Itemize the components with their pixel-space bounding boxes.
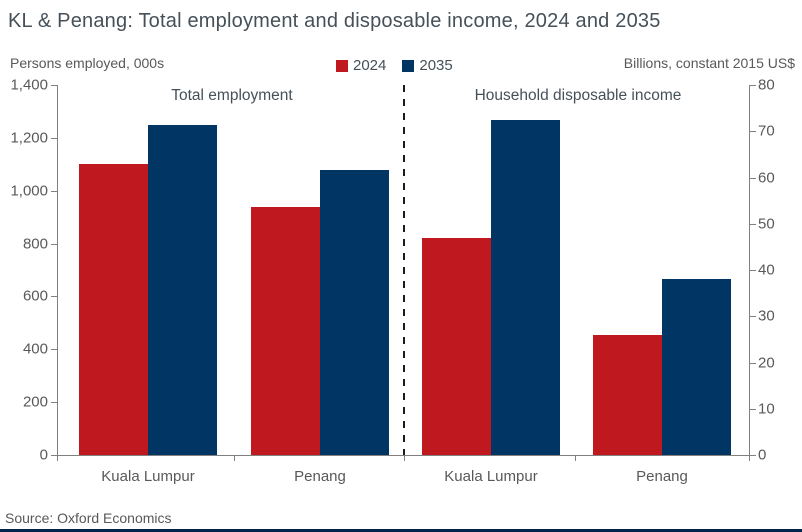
y-tick-left (51, 296, 57, 297)
source-note: Source: Oxford Economics (5, 510, 172, 526)
y-tick-right (750, 85, 756, 86)
y-tick-left (51, 455, 57, 456)
y-tick-label-right: 0 (758, 446, 767, 464)
y-tick-right (750, 131, 756, 132)
chart-title: KL & Penang: Total employment and dispos… (8, 10, 661, 32)
y-tick-label-right: 10 (758, 400, 775, 418)
legend-swatch-2024 (336, 59, 348, 72)
y-tick-left (51, 138, 57, 139)
bar-2024-kuala-lumpur-household-disposable-income (422, 238, 491, 455)
bottom-rule (0, 529, 802, 532)
right-axis-title: Billions, constant 2015 US$ (623, 55, 795, 71)
y-tick-right (750, 224, 756, 225)
y-tick-label-left: 1,200 (10, 129, 48, 147)
y-tick-left (51, 244, 57, 245)
bar-2035-penang-total-employment (320, 170, 389, 455)
x-axis-tick (234, 455, 235, 461)
category-label-kuala-lumpur: Kuala Lumpur (444, 468, 538, 485)
x-axis-tick (57, 455, 58, 461)
y-tick-right (750, 270, 756, 271)
y-tick-right (750, 178, 756, 179)
y-tick-label-left: 800 (22, 235, 48, 253)
y-tick-label-right: 20 (758, 354, 775, 372)
bar-2035-penang-household-disposable-income (662, 279, 731, 455)
bar-2035-kuala-lumpur-household-disposable-income (491, 120, 560, 455)
x-axis-tick (749, 455, 750, 461)
bar-2024-kuala-lumpur-total-employment (79, 164, 148, 455)
bar-2024-penang-household-disposable-income (593, 335, 662, 455)
y-tick-left (51, 191, 57, 192)
legend-label: 2035 (419, 57, 453, 74)
y-tick-label-right: 80 (758, 76, 775, 94)
y-tick-right (750, 316, 756, 317)
category-label-penang: Penang (294, 468, 346, 485)
y-tick-label-left: 0 (39, 446, 48, 464)
legend-item-2035: 2035 (402, 57, 453, 74)
y-tick-right (750, 455, 756, 456)
y-axis-left-line (57, 85, 58, 456)
y-tick-left (51, 349, 57, 350)
left-axis-title: Persons employed, 000s (10, 55, 165, 71)
y-tick-label-left: 1,400 (10, 76, 48, 94)
y-tick-label-left: 600 (22, 287, 48, 305)
y-tick-left (51, 402, 57, 403)
panel-title-household-disposable-income: Household disposable income (474, 87, 682, 104)
bar-2024-penang-total-employment (251, 207, 320, 455)
y-tick-label-right: 30 (758, 307, 775, 325)
y-tick-label-right: 50 (758, 215, 775, 233)
legend-label: 2024 (353, 57, 387, 74)
y-tick-label-right: 40 (758, 261, 775, 279)
bar-2035-kuala-lumpur-total-employment (148, 125, 217, 455)
x-axis-tick (575, 455, 576, 461)
category-label-kuala-lumpur: Kuala Lumpur (101, 468, 195, 485)
y-tick-right (750, 363, 756, 364)
legend-item-2024: 2024 (336, 57, 386, 74)
legend: 2024 2035 (336, 57, 453, 74)
panel-divider-dashed-line (403, 85, 405, 455)
y-tick-right (750, 409, 756, 410)
x-axis-tick (404, 455, 405, 461)
panel-title-total-employment: Total employment (171, 87, 293, 104)
category-label-penang: Penang (636, 468, 688, 485)
y-tick-label-left: 1,000 (10, 182, 48, 200)
y-tick-label-right: 70 (758, 122, 775, 140)
y-axis-right-line (749, 85, 750, 456)
legend-swatch-2035 (402, 59, 415, 72)
y-tick-label-left: 400 (22, 340, 48, 358)
x-axis-line (57, 455, 750, 456)
y-tick-label-left: 200 (22, 393, 48, 411)
y-tick-label-right: 60 (758, 169, 775, 187)
y-tick-left (51, 85, 57, 86)
